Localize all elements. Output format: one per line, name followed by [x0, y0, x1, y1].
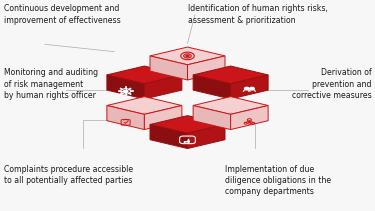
Polygon shape [107, 106, 144, 130]
Polygon shape [193, 75, 231, 99]
Circle shape [123, 90, 128, 93]
Text: Monitoring and auditing
of risk management
by human rights officer: Monitoring and auditing of risk manageme… [4, 68, 98, 100]
Polygon shape [231, 106, 268, 130]
Polygon shape [193, 66, 268, 84]
Polygon shape [150, 116, 225, 133]
Polygon shape [144, 106, 182, 130]
Polygon shape [150, 124, 188, 149]
Polygon shape [107, 75, 144, 99]
Polygon shape [150, 47, 225, 65]
Polygon shape [193, 97, 268, 114]
Polygon shape [231, 75, 268, 99]
Text: Derivation of
prevention and
corrective measures: Derivation of prevention and corrective … [291, 68, 371, 100]
Polygon shape [150, 56, 188, 80]
Circle shape [250, 87, 254, 90]
Polygon shape [188, 124, 225, 149]
Polygon shape [193, 106, 231, 130]
Text: Continuous development and
improvement of effectiveness: Continuous development and improvement o… [4, 4, 120, 25]
Text: Identification of human rights risks,
assessment & prioritization: Identification of human rights risks, as… [188, 4, 327, 25]
Circle shape [186, 55, 189, 57]
Polygon shape [107, 66, 182, 84]
Polygon shape [107, 97, 182, 114]
Text: Implementation of due
diligence obligations in the
company departments: Implementation of due diligence obligati… [225, 165, 331, 196]
Polygon shape [188, 56, 225, 80]
Text: Complaints procedure accessible
to all potentially affected parties: Complaints procedure accessible to all p… [4, 165, 133, 185]
Polygon shape [144, 75, 182, 99]
Circle shape [244, 87, 249, 90]
